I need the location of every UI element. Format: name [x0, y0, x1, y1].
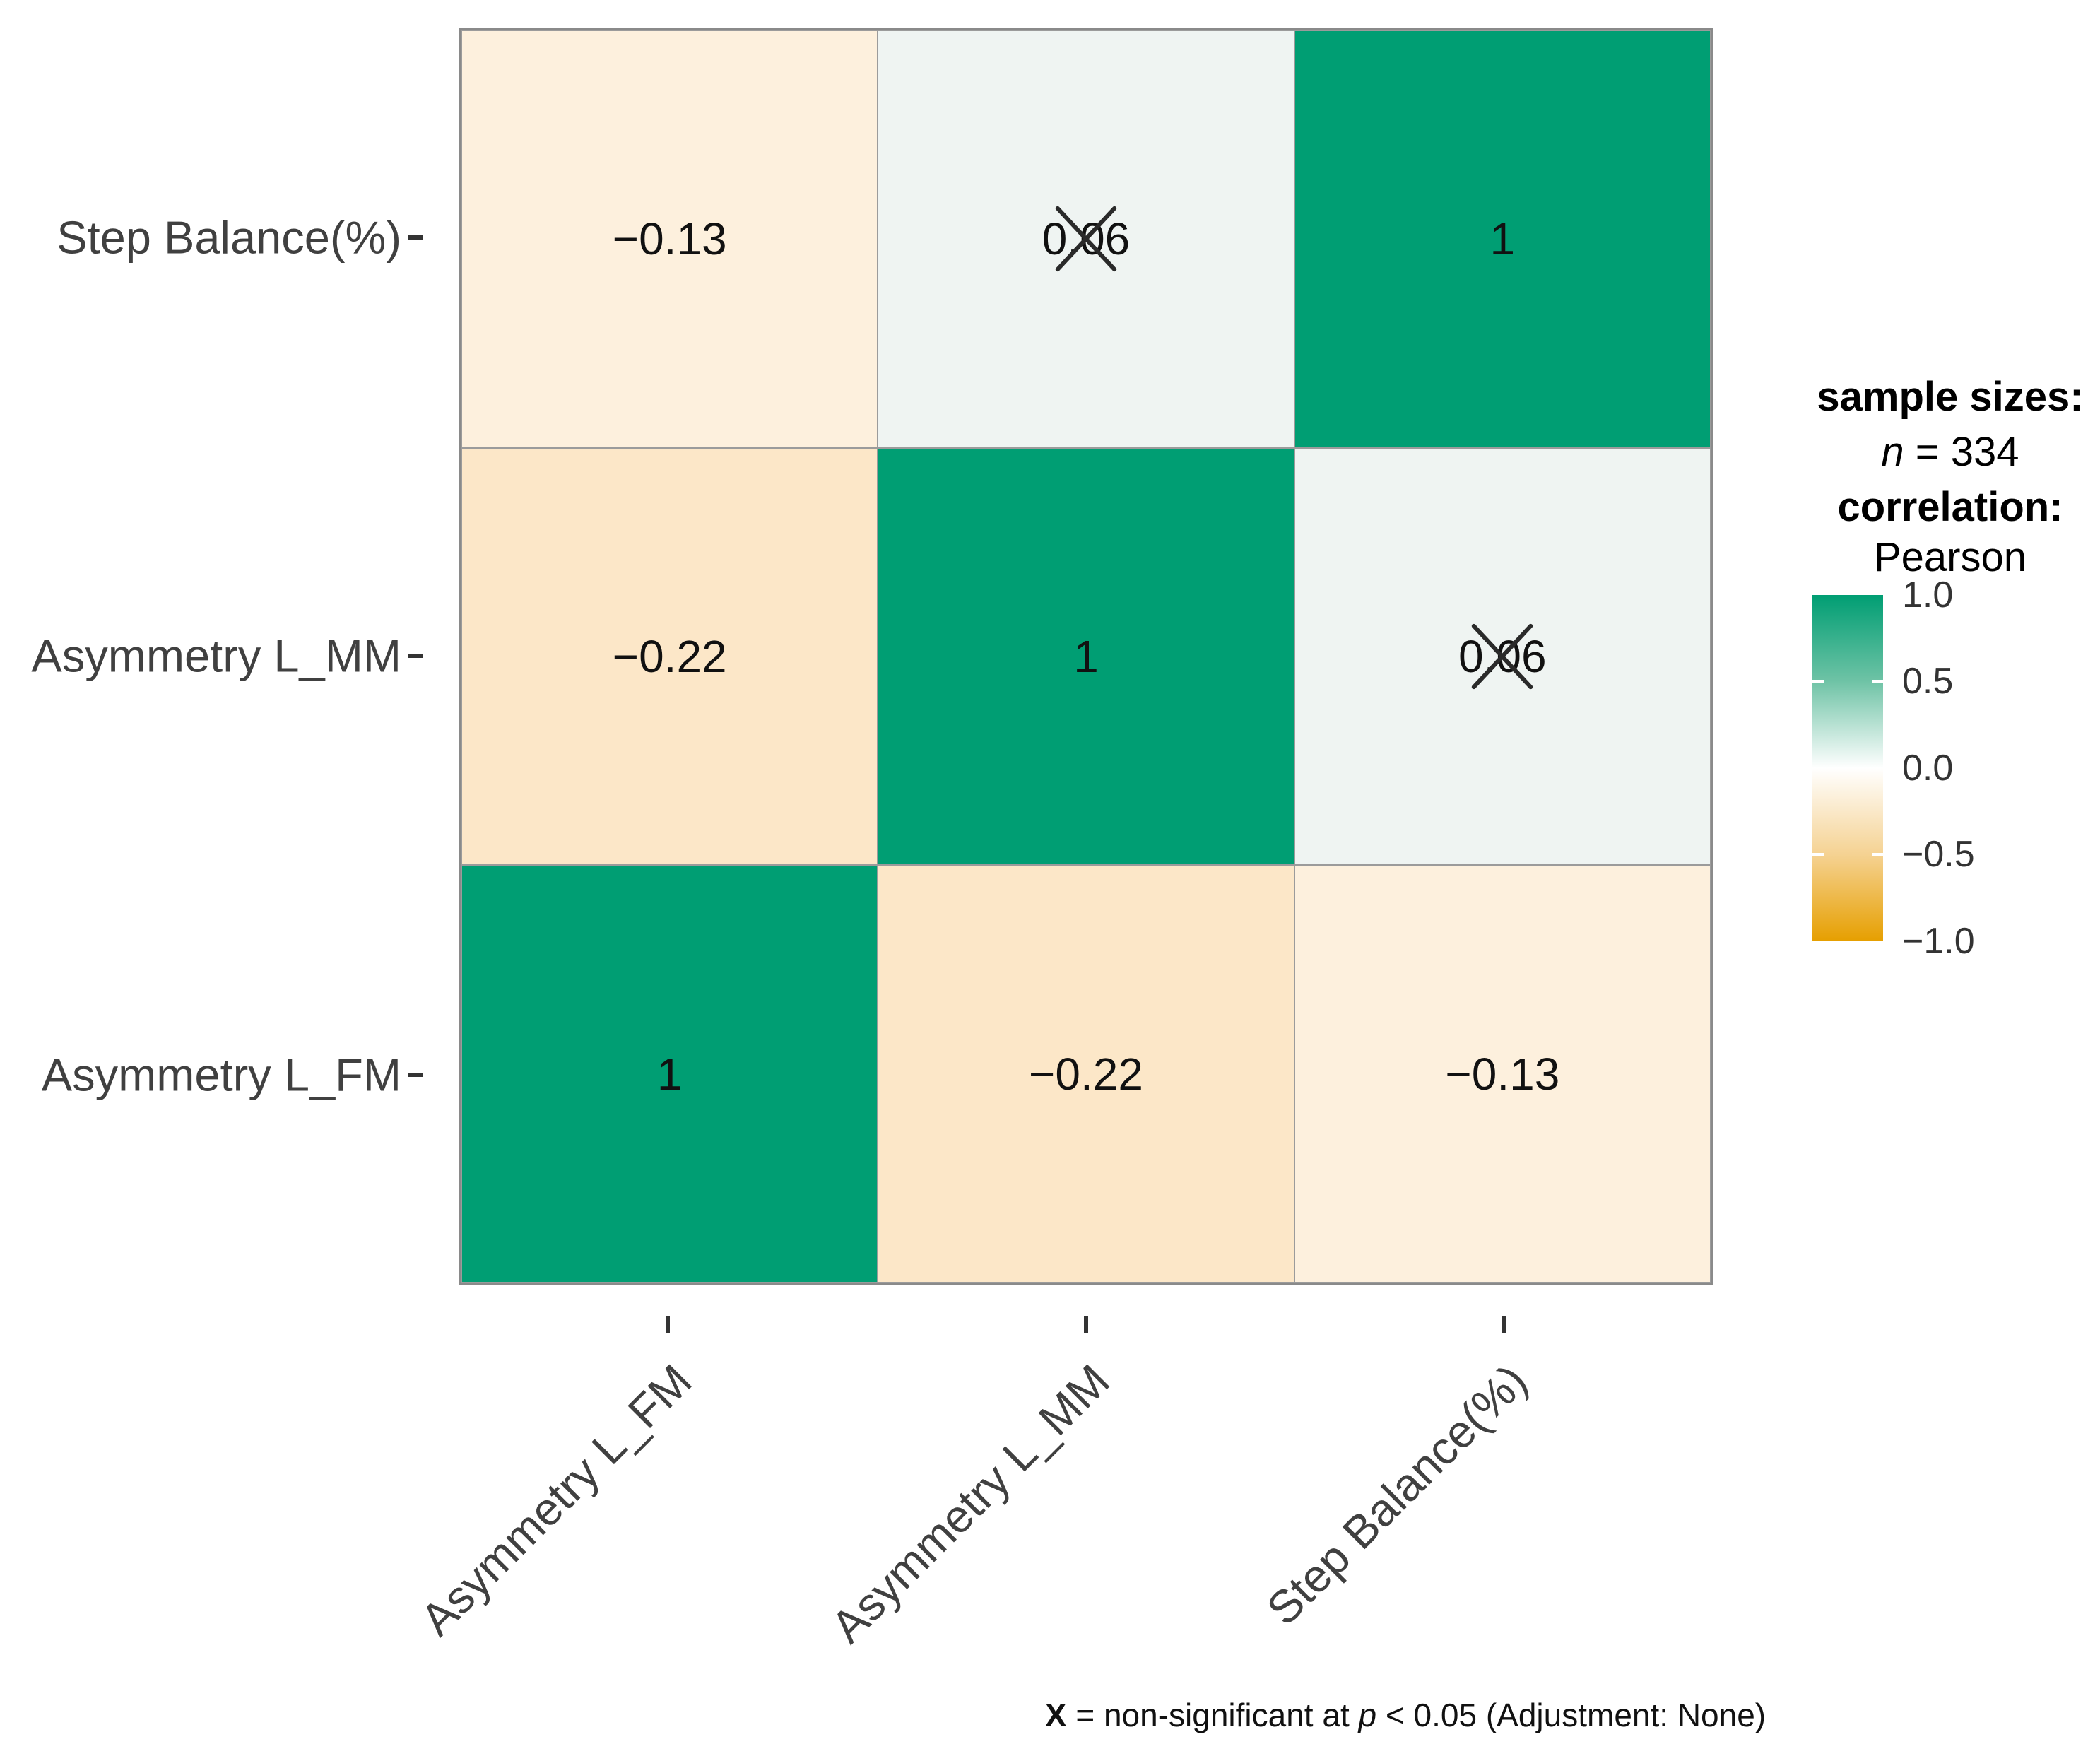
cell-value: 1	[1073, 630, 1099, 682]
cell-value: 1	[1490, 213, 1516, 265]
y-axis-label-asymmetry-l-mm: Asymmetry L_MM	[31, 630, 401, 682]
x-axis-label-step-balance: Step Balance(%)	[1256, 1354, 1538, 1635]
heatmap-cell: 1	[461, 865, 878, 1283]
non-significant-cross-icon	[1470, 623, 1534, 690]
legend-sample-sizes-title: sample sizes:	[1817, 374, 2084, 420]
x-axis-label-asymmetry-l-mm: Asymmetry L_MM	[821, 1354, 1120, 1653]
colorbar-tick-label: −1.0	[1902, 921, 1975, 962]
cell-value: 1	[656, 1048, 683, 1100]
cell-value: −0.13	[1445, 1048, 1560, 1100]
heatmap-cell: 1	[1294, 30, 1711, 448]
colorbar-tick-label: 1.0	[1902, 575, 1954, 616]
colorbar-tick-label: 0.0	[1902, 748, 1954, 789]
colorbar	[1812, 595, 1883, 941]
heatmap-panel: −0.13 0.06 1 −0.22 1 0.06 1	[459, 28, 1713, 1285]
legend-correlation-title: correlation:	[1837, 484, 2063, 530]
colorbar-tick-mark	[1872, 680, 1883, 683]
significance-caption: X = non-significant at p < 0.05 (Adjustm…	[981, 1696, 1829, 1734]
heatmap-cell: 0.06	[878, 30, 1294, 448]
n-value: = 334	[1904, 429, 2019, 475]
y-axis-tick	[408, 1073, 423, 1077]
legend-sample-size-value: n = 334	[1795, 428, 2100, 476]
heatmap-cell: −0.22	[461, 447, 878, 866]
colorbar-tick-mark	[1872, 853, 1883, 856]
y-axis-label-step-balance: Step Balance(%)	[57, 211, 401, 264]
x-axis-tick	[1502, 1316, 1506, 1333]
caption-p-symbol: p	[1358, 1697, 1377, 1733]
colorbar-tick-label: −0.5	[1902, 834, 1975, 875]
y-axis-tick	[408, 654, 423, 658]
caption-text-2: < 0.05 (Adjustment: None)	[1376, 1697, 1766, 1733]
legend-method-label: Pearson	[1873, 534, 2027, 580]
cell-value: −0.22	[1029, 1048, 1143, 1100]
caption-text-1: = non-significant at	[1066, 1697, 1359, 1733]
y-axis-tick	[408, 235, 423, 240]
caption-x-symbol: X	[1044, 1697, 1067, 1733]
cell-value: −0.13	[612, 213, 727, 265]
colorbar-tick-mark	[1812, 853, 1824, 856]
colorbar-tick-label: 0.5	[1902, 661, 1954, 702]
heatmap-cell: −0.13	[1294, 865, 1711, 1283]
heatmap-cell: −0.13	[461, 30, 878, 448]
n-symbol: n	[1881, 429, 1904, 475]
heatmap-cell: −0.22	[878, 865, 1294, 1283]
non-significant-cross-icon	[1054, 205, 1118, 273]
y-axis-label-asymmetry-l-fm: Asymmetry L_FM	[41, 1049, 401, 1101]
heatmap-cell: 1	[878, 447, 1294, 866]
colorbar-tick-mark	[1812, 680, 1824, 683]
heatmap-cell: 0.06	[1294, 447, 1711, 866]
x-axis-tick	[1084, 1316, 1088, 1333]
x-axis-tick	[666, 1316, 670, 1333]
cell-value: −0.22	[612, 630, 727, 682]
x-axis-label-asymmetry-l-fm: Asymmetry L_FM	[410, 1354, 702, 1646]
